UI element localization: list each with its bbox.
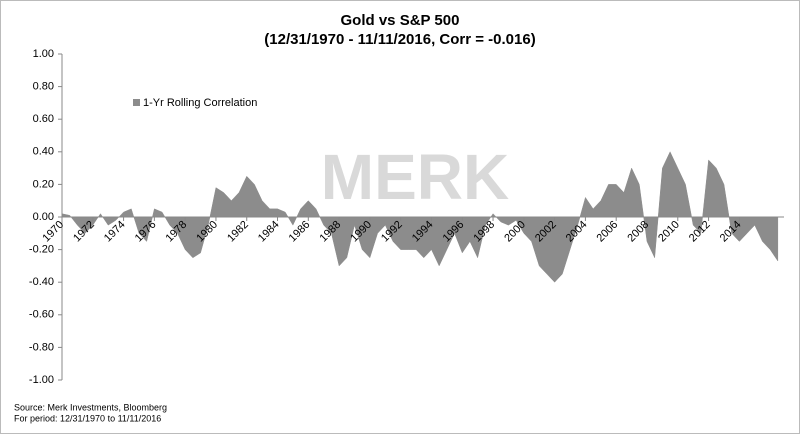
- y-tick-label: 0.00: [33, 211, 54, 223]
- legend-label: 1-Yr Rolling Correlation: [143, 97, 257, 109]
- y-tick-label: 0.40: [33, 146, 54, 158]
- y-tick-label: -0.40: [29, 276, 54, 288]
- y-tick-label: 0.60: [33, 113, 54, 125]
- y-tick-label: 0.80: [33, 81, 54, 93]
- y-tick-label: 1.00: [33, 48, 54, 60]
- y-tick-label: 0.20: [33, 178, 54, 190]
- watermark: MERK: [321, 141, 509, 213]
- y-tick-label: -0.80: [29, 341, 54, 353]
- y-tick-label: -0.60: [29, 309, 54, 321]
- source-note: Source: Merk Investments, Bloomberg: [14, 402, 167, 412]
- y-tick-label: -1.00: [29, 374, 54, 386]
- period-note: For period: 12/31/1970 to 11/11/2016: [14, 413, 161, 423]
- y-tick-label: -0.20: [29, 244, 54, 256]
- legend-swatch: [133, 99, 140, 106]
- chart-title: Gold vs S&P 500: [341, 12, 460, 29]
- chart-subtitle: (12/31/1970 - 11/11/2016, Corr = -0.016): [264, 31, 535, 48]
